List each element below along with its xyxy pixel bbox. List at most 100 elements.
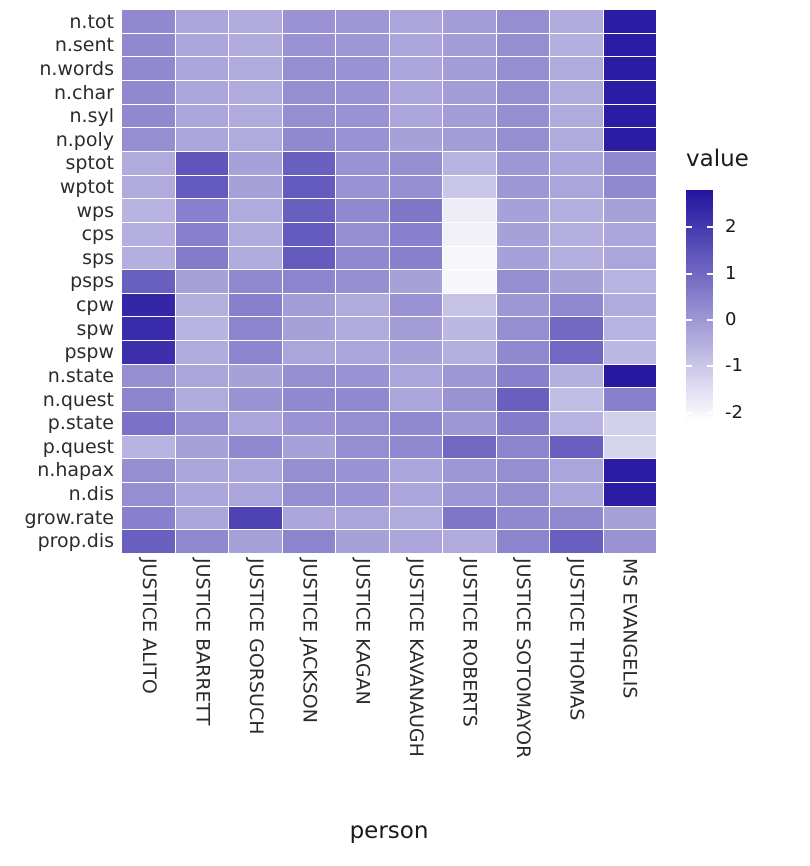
heatmap-cell [175,199,228,222]
heatmap-cell [122,128,175,151]
heatmap-cell [336,10,389,33]
legend-body: 2 1 0 -1 -2 [686,190,804,423]
heatmap-cell [496,530,549,553]
legend-tick-labels: 2 1 0 -1 -2 [725,190,785,423]
heatmap-cell [229,412,282,435]
heatmap-cell [603,104,656,128]
heatmap-cell [389,10,442,33]
heatmap-cell [496,293,549,317]
heatmap-cell [336,364,389,388]
heatmap-cell [550,246,603,270]
heatmap-cell [175,530,228,553]
heatmap-cell [175,293,228,317]
heatmap-cell [336,412,389,435]
heatmap-cell [496,364,549,388]
heatmap-cell [550,151,603,175]
heatmap-cell [175,104,228,128]
x-axis-label: JUSTICE KAVANAUGH [405,558,428,757]
heatmap-cell [122,530,175,553]
heatmap-cell [603,80,656,104]
heatmap-cell [603,246,656,270]
heatmap-cell [122,364,175,388]
heatmap-cell [282,222,335,246]
heatmap-cell [603,151,656,175]
legend-tick-mark [686,226,692,229]
heatmap-cell [282,412,335,435]
heatmap-cell [389,388,442,412]
heatmap-cell [175,506,228,530]
heatmap-cell [496,483,549,506]
heatmap-cell [550,10,603,33]
heatmap-cell [389,364,442,388]
x-axis-label: JUSTICE GORSUCH [244,558,267,735]
heatmap-cell [122,341,175,364]
heatmap-cell [550,317,603,341]
heatmap-cell [282,364,335,388]
heatmap-cell [443,435,496,459]
heatmap-cell [550,293,603,317]
y-axis-label: cpw [75,294,114,317]
heatmap-cell [175,483,228,506]
heatmap-cell [496,388,549,412]
heatmap-cell [336,128,389,151]
heatmap-cell [282,175,335,199]
heatmap-cell [550,33,603,57]
heatmap-cell [122,293,175,317]
y-axis-label: p.state [47,412,114,435]
heatmap-cell [550,412,603,435]
legend: value 2 1 0 -1 -2 [684,146,804,423]
heatmap-cell [122,412,175,435]
heatmap-cell [229,270,282,293]
heatmap-cell [122,57,175,80]
heatmap-cell [603,57,656,80]
heatmap-cell [336,104,389,128]
heatmap-cell [122,80,175,104]
heatmap-cell [282,530,335,553]
heatmap-cell [496,317,549,341]
x-axis-title: person [349,818,429,844]
heatmap-cell [336,483,389,506]
heatmap-cell [229,530,282,553]
heatmap-cell [550,364,603,388]
heatmap-cell [496,199,549,222]
heatmap-cell [175,57,228,80]
x-axis-label-slot: JUSTICE BARRETT [175,558,228,813]
y-axis-label: n.tot [69,10,114,33]
heatmap-cell [336,388,389,412]
heatmap-cell [229,506,282,530]
heatmap-cell [229,483,282,506]
y-axis-label: n.quest [42,388,114,411]
heatmap-cell [122,33,175,57]
heatmap-cell [550,388,603,412]
heatmap-cell [282,199,335,222]
heatmap-cell [175,435,228,459]
heatmap-cell [496,57,549,80]
heatmap-cell [229,388,282,412]
x-axis-label-slot: JUSTICE KAGAN [336,558,389,813]
heatmap-cell [389,175,442,199]
heatmap-cell [175,341,228,364]
heatmap-cell [122,222,175,246]
heatmap-cell [443,222,496,246]
heatmap-cell [122,10,175,33]
x-axis-label: JUSTICE ROBERTS [458,558,481,727]
y-axis-label: cps [81,223,114,246]
y-axis-label: n.char [53,81,114,104]
heatmap-cell [496,128,549,151]
heatmap-cell [550,199,603,222]
heatmap-cell [122,175,175,199]
heatmap-cell [443,530,496,553]
heatmap-cell [229,151,282,175]
heatmap-grid [122,10,656,553]
heatmap-cell [229,10,282,33]
heatmap-cell [122,199,175,222]
heatmap-cell [443,104,496,128]
y-axis-label: n.dis [68,482,114,505]
heatmap-cell [389,412,442,435]
heatmap-cell [282,293,335,317]
heatmap-cell [282,57,335,80]
legend-tick-label: 2 [725,216,737,238]
heatmap-cell [336,293,389,317]
heatmap-cell [603,364,656,388]
heatmap-cell [389,293,442,317]
